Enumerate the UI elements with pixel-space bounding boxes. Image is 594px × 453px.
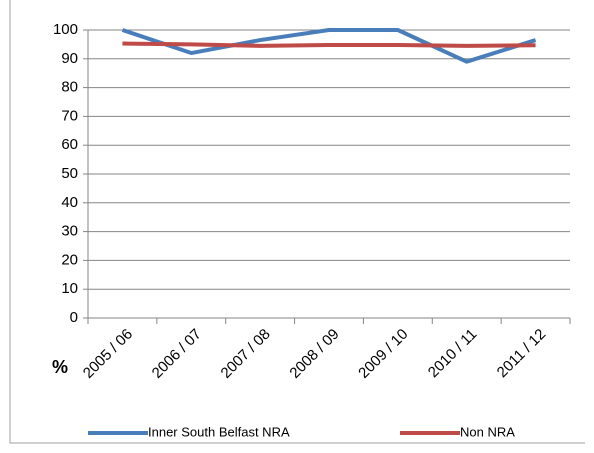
y-tick-label: 30 [61, 223, 78, 240]
y-tick-label: 70 [61, 107, 78, 124]
series-line [122, 41, 536, 48]
x-tick-label: 2008 / 09 [286, 326, 342, 382]
x-tick-label: 2005 / 06 [80, 326, 136, 382]
x-tick-label: 2007 / 08 [218, 326, 274, 382]
y-tick-label: 20 [61, 251, 78, 268]
series-line [121, 28, 537, 64]
frame [9, 0, 585, 444]
y-tick-label: 0 [70, 309, 78, 326]
legend-label: Non NRA [460, 424, 515, 439]
y-tick-label: 10 [61, 280, 78, 297]
x-tick-label: 2006 / 07 [149, 326, 205, 382]
y-tick-label: 90 [61, 50, 78, 67]
y-tick-label: 100 [53, 21, 78, 38]
y-tick-label: 40 [61, 194, 78, 211]
y-tick-label: 80 [61, 79, 78, 96]
x-tick-label: 2010 / 11 [425, 326, 480, 381]
x-tick-label: 2011 / 12 [494, 326, 549, 381]
y-tick-label: 60 [61, 136, 78, 153]
x-tick-label: 2009 / 10 [355, 326, 411, 382]
legend-label: Inner South Belfast NRA [148, 424, 290, 439]
y-axis-label: % [52, 357, 68, 377]
y-tick-label: 50 [61, 165, 78, 182]
